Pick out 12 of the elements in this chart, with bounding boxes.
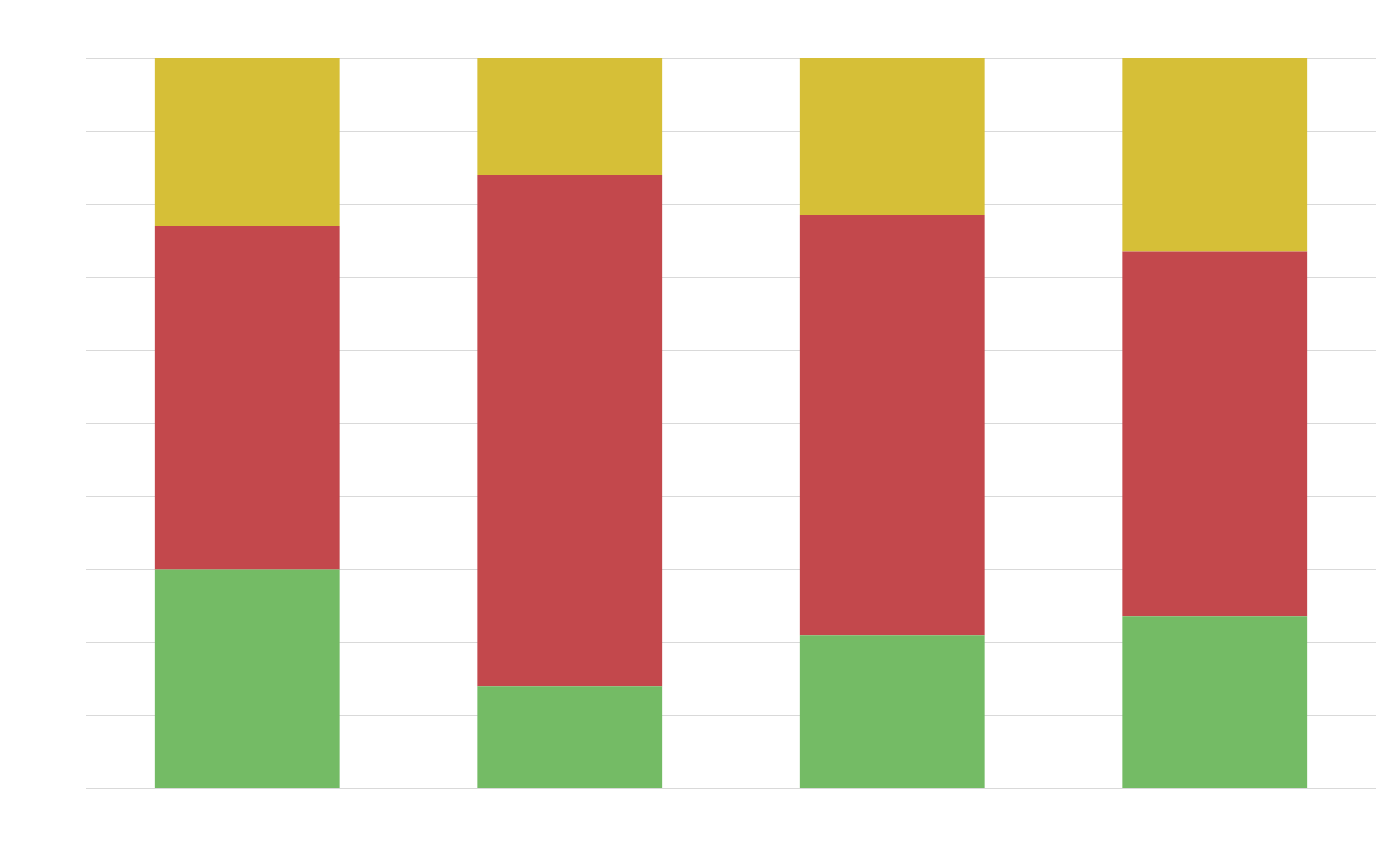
bar <box>154 569 340 789</box>
bar <box>477 58 663 175</box>
bar <box>154 58 340 227</box>
bar <box>477 686 663 789</box>
bar <box>799 215 985 636</box>
bar <box>1122 58 1308 252</box>
bar <box>477 174 663 687</box>
bar <box>799 635 985 789</box>
bar <box>799 58 985 216</box>
bar <box>1122 616 1308 789</box>
bar <box>154 226 340 570</box>
bar <box>1122 251 1308 617</box>
